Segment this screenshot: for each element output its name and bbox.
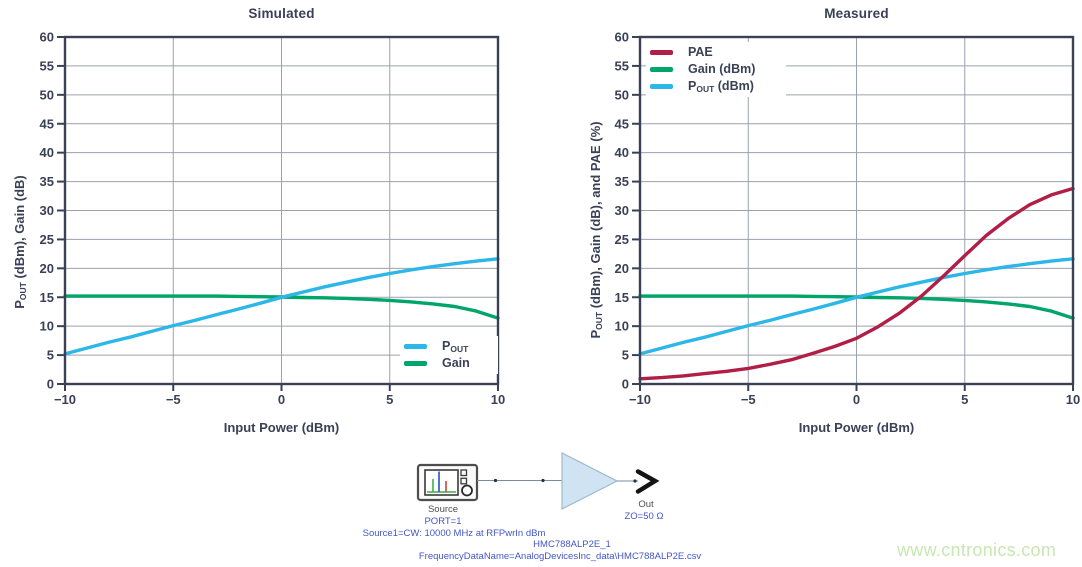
x-tick-label: 5 — [386, 392, 393, 407]
watermark: www.cntronics.com — [897, 540, 1057, 560]
source-label: Source — [427, 504, 459, 515]
gain-legend-label: Gain (dBm) — [688, 62, 756, 76]
spectrum-screen — [424, 469, 459, 496]
measured-chart-plot: 0 5 10 15 20 25 30 35 40 45 50 55 60 −10 −5 0 5 10 — [615, 30, 1081, 408]
wire-node-dot — [493, 478, 498, 483]
y-tick-label: 0 — [47, 377, 54, 392]
y-tick-label: 60 — [40, 30, 54, 45]
output-port-icon — [635, 469, 660, 494]
measured-chart-title: Measured — [824, 6, 889, 21]
y-tick-label: 50 — [615, 87, 629, 102]
x-tick-label: 0 — [278, 392, 285, 407]
y-tick-label: 45 — [40, 116, 54, 131]
x-tick-label: 5 — [961, 392, 968, 407]
simulated-legend: POUT Gain — [400, 336, 498, 374]
simulated-x-axis-label: Input Power (dBm) — [223, 420, 340, 435]
pae-legend-label: PAE — [688, 45, 713, 59]
y-tick-label: 20 — [615, 261, 629, 276]
out-label: Out — [638, 499, 654, 510]
gain-line-swatch — [650, 67, 673, 72]
y-tick-label: 5 — [47, 348, 54, 363]
y-tick-label: 40 — [615, 145, 629, 160]
measured-legend: PAE Gain (dBm) POUT (dBm) — [646, 42, 786, 97]
signal-source-icon — [416, 463, 479, 502]
simulated-chart-title: Simulated — [248, 6, 315, 21]
y-tick-label: 30 — [40, 203, 54, 218]
y-tick-label: 30 — [615, 203, 629, 218]
plot-border — [638, 35, 1075, 386]
wire-node-dot — [633, 479, 637, 483]
x-tick-label: 10 — [491, 392, 505, 407]
source-button-icon — [460, 469, 468, 477]
amplifier-data-file: FrequencyDataName=AnalogDevicesInc_data\… — [418, 551, 702, 562]
x-tick-label: −5 — [741, 392, 756, 407]
legend-item-pout: POUT (dBm) — [650, 78, 782, 95]
x-tick-label: −10 — [629, 392, 651, 407]
y-tick-label: 35 — [40, 174, 54, 189]
measured-x-axis-label: Input Power (dBm) — [798, 420, 915, 435]
gain-line-swatch — [404, 361, 427, 366]
wire-node-dot — [541, 478, 545, 483]
amplifier-part-number: HMC788ALP2E_1 — [533, 539, 611, 550]
y-tick-label: 25 — [615, 232, 629, 247]
y-tick-label: 15 — [40, 290, 54, 305]
plot-border — [63, 35, 500, 386]
series-pae — [638, 186, 1075, 381]
circuit-schematic — [416, 452, 660, 510]
legend-item-pout: POUT — [404, 338, 494, 355]
out-impedance-label: ZO=50 Ω — [624, 511, 664, 522]
source-port-label: PORT=1 — [424, 516, 462, 527]
y-tick-label: 55 — [40, 58, 54, 73]
simulated-chart-plot: 0 5 10 15 20 25 30 35 40 45 50 55 60 −10 −5 0 5 10 — [40, 30, 506, 408]
y-tick-label: 10 — [40, 319, 54, 334]
y-tick-label: 10 — [615, 319, 629, 334]
x-tick-label: −5 — [166, 392, 181, 407]
y-tick-label: 35 — [615, 174, 629, 189]
x-tick-label: 0 — [853, 392, 860, 407]
amplifier-icon — [561, 452, 619, 510]
legend-item-gain: Gain (dBm) — [650, 61, 782, 78]
pout-line-swatch — [650, 84, 673, 89]
series-pout — [63, 257, 500, 356]
pae-line-swatch — [650, 50, 673, 55]
y-tick-label: 0 — [622, 377, 629, 392]
series-pout — [638, 257, 1075, 356]
y-tick-label: 5 — [622, 348, 629, 363]
pout-legend-label: POUT (dBm) — [688, 79, 754, 94]
gain-legend-label: Gain — [442, 356, 470, 370]
y-tick-label: 45 — [615, 116, 629, 131]
x-tick-label: 10 — [1066, 392, 1080, 407]
y-tick-label: 60 — [615, 30, 629, 45]
y-tick-label: 20 — [40, 261, 54, 276]
y-tick-label: 40 — [40, 145, 54, 160]
legend-item-pae: PAE — [650, 44, 782, 61]
source-params-label: Source1=CW: 10000 MHz at RFPwrIn dBm — [362, 528, 546, 539]
y-tick-label: 25 — [40, 232, 54, 247]
source-knob-icon — [461, 484, 473, 497]
simulated-y-axis-label: POUT (dBm), Gain (dB) — [12, 175, 28, 309]
pout-line-swatch — [404, 344, 427, 349]
source-button-icon — [460, 477, 468, 485]
y-tick-label: 50 — [40, 87, 54, 102]
y-tick-label: 55 — [615, 58, 629, 73]
y-tick-label: 15 — [615, 290, 629, 305]
pout-legend-label: POUT — [442, 339, 469, 354]
measured-y-axis-label: POUT (dBm), Gain (dB), and PAE (%) — [588, 121, 604, 339]
legend-item-gain: Gain — [404, 355, 494, 372]
x-tick-label: −10 — [54, 392, 76, 407]
